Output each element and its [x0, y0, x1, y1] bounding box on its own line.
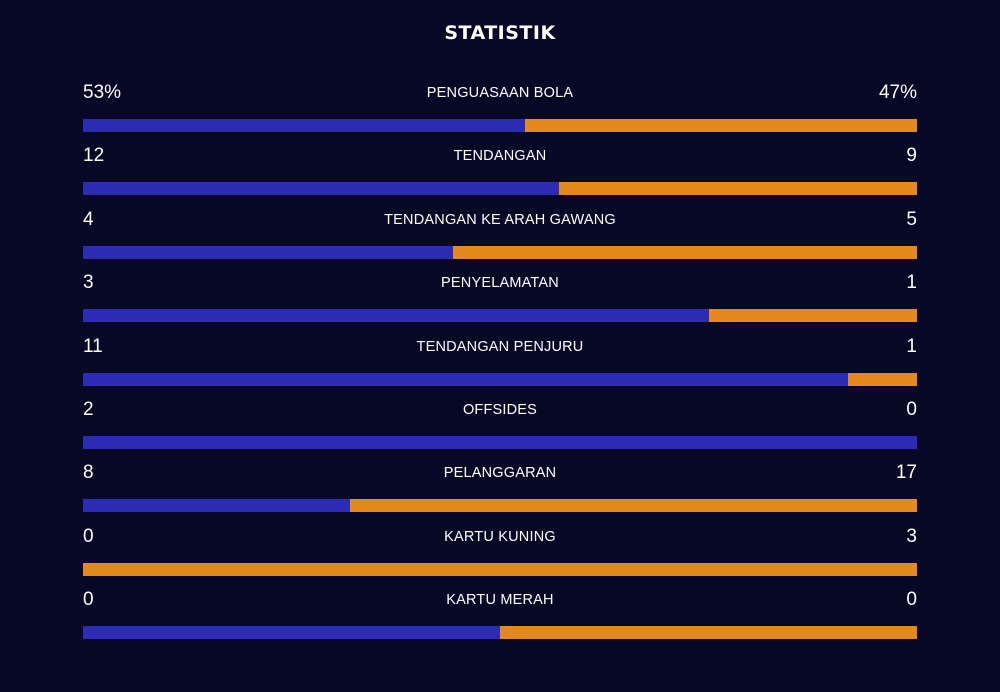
- away-bar-segment: [83, 562, 917, 576]
- stat-name: OFFSIDES: [462, 401, 538, 418]
- comparison-bar: [83, 309, 917, 323]
- home-value: 4: [83, 208, 94, 230]
- away-value: 0: [906, 398, 917, 420]
- comparison-bar: [83, 562, 917, 576]
- stat-row-penguasaan-bola: 53% PENGUASAAN BOLA 47%: [83, 80, 917, 143]
- comparison-bar: [83, 626, 917, 640]
- comparison-bar: [83, 119, 917, 132]
- stat-name: TENDANGAN KE ARAH GAWANG: [384, 211, 616, 228]
- away-bar-segment: [559, 182, 917, 196]
- home-value: 11: [83, 335, 103, 357]
- stat-labels: 11 TENDANGAN PENJURU 1: [83, 334, 917, 362]
- comparison-bar: [83, 182, 917, 196]
- stat-row-pelanggaran: 8 PELANGGARAN 17: [83, 460, 917, 523]
- stat-name: PELANGGARAN: [443, 465, 557, 482]
- home-value: 53%: [83, 82, 122, 103]
- away-bar-segment: [847, 372, 917, 386]
- stat-row-tendangan-penjuru: 11 TENDANGAN PENJURU 1: [83, 334, 917, 397]
- home-bar-segment: [83, 499, 350, 513]
- away-bar-segment: [708, 309, 917, 323]
- comparison-bar: [83, 372, 917, 386]
- stat-labels: 53% PENGUASAAN BOLA 47%: [83, 80, 917, 108]
- comparison-bar: [83, 435, 917, 449]
- stat-row-penyelamatan: 3 PENYELAMATAN 1: [83, 270, 917, 333]
- home-value: 0: [83, 525, 94, 547]
- comparison-bar: [83, 245, 917, 259]
- home-bar-segment: [83, 309, 709, 323]
- stat-labels: 2 OFFSIDES 0: [83, 397, 917, 425]
- stat-labels: 0 KARTU MERAH 0: [83, 587, 917, 615]
- home-bar-segment: [83, 435, 917, 449]
- home-bar-segment: [83, 372, 848, 386]
- home-value: 0: [83, 589, 94, 611]
- stat-labels: 3 PENYELAMATAN 1: [83, 270, 917, 298]
- home-bar-segment: [83, 119, 526, 132]
- stat-name: PENYELAMATAN: [441, 275, 559, 292]
- away-value: 9: [906, 145, 917, 167]
- home-bar-segment: [83, 245, 454, 259]
- away-bar-segment: [525, 119, 917, 132]
- comparison-bar: [83, 499, 917, 513]
- home-value: 12: [83, 145, 105, 167]
- home-value: 8: [83, 462, 94, 484]
- away-value: 17: [895, 462, 917, 484]
- stat-name: TENDANGAN: [453, 148, 547, 165]
- away-bar-segment: [453, 245, 917, 259]
- away-value: 3: [906, 525, 917, 547]
- away-bar-segment: [500, 626, 917, 640]
- stat-name: PENGUASAAN BOLA: [426, 85, 574, 101]
- stat-name: KARTU MERAH: [446, 592, 554, 609]
- home-value: 2: [83, 398, 94, 420]
- stat-labels: 8 PELANGGARAN 17: [83, 460, 917, 488]
- stats-list: 53% PENGUASAAN BOLA 47% 12 TENDANGAN 9 4 TENDAN…: [83, 80, 917, 651]
- stat-row-tendangan: 12 TENDANGAN 9: [83, 143, 917, 206]
- stat-name: TENDANGAN PENJURU: [416, 338, 584, 355]
- stat-row-kartu-kuning: 0 KARTU KUNING 3: [83, 524, 917, 587]
- away-bar-segment: [349, 499, 917, 513]
- page-title: STATISTIK: [444, 22, 556, 44]
- home-bar-segment: [83, 626, 500, 640]
- away-value: 5: [906, 208, 917, 230]
- stat-labels: 4 TENDANGAN KE ARAH GAWANG 5: [83, 207, 917, 235]
- away-value: 1: [906, 335, 917, 357]
- stat-labels: 12 TENDANGAN 9: [83, 143, 917, 171]
- stat-row-tendangan-ke-arah-gawang: 4 TENDANGAN KE ARAH GAWANG 5: [83, 207, 917, 270]
- stat-name: KARTU KUNING: [444, 528, 556, 545]
- home-value: 3: [83, 272, 94, 294]
- stat-row-offsides: 2 OFFSIDES 0: [83, 397, 917, 460]
- away-value: 1: [906, 272, 917, 294]
- away-value: 0: [906, 589, 917, 611]
- away-value: 47%: [878, 82, 917, 103]
- stat-labels: 0 KARTU KUNING 3: [83, 524, 917, 552]
- home-bar-segment: [83, 182, 560, 196]
- stat-row-kartu-merah: 0 KARTU MERAH 0: [83, 587, 917, 650]
